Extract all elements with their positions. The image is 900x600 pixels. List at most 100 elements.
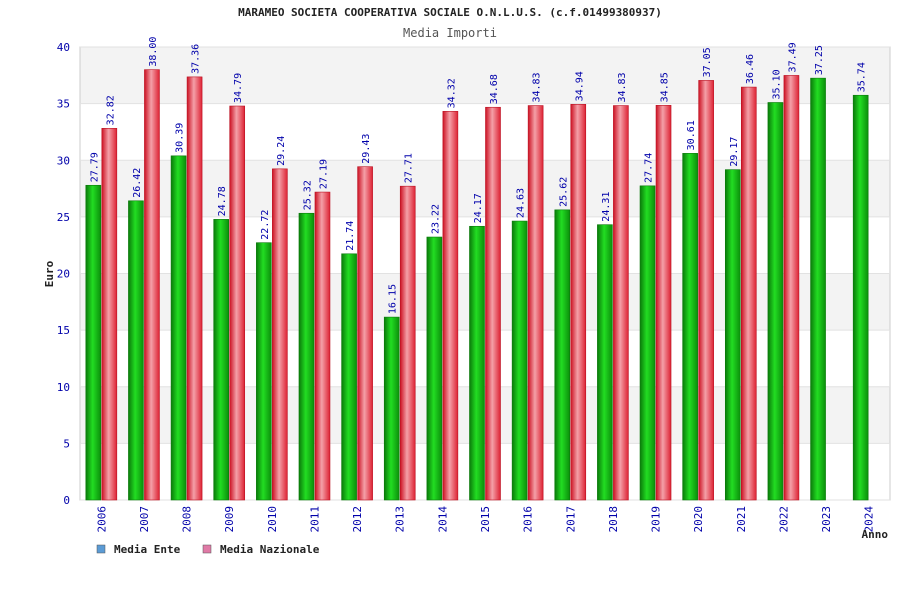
value-label-media-ente: 30.39 [175, 123, 186, 153]
bar-media-ente [639, 185, 656, 501]
value-label-media-ente: 22.72 [260, 210, 271, 240]
y-tick-label: 0 [63, 494, 70, 507]
x-tick-label: 2021 [735, 506, 748, 533]
bar-media-nazionale [698, 80, 714, 501]
x-tick-label: 2024 [863, 506, 876, 533]
bar-media-ente [383, 316, 400, 501]
bar-media-ente [469, 225, 485, 501]
bar-media-nazionale [314, 191, 331, 501]
value-label-media-ente: 30.61 [686, 120, 697, 150]
value-label-media-ente: 24.31 [601, 192, 612, 222]
bar-media-nazionale [485, 106, 501, 501]
value-label-media-nazionale: 34.94 [574, 71, 585, 101]
bar-media-nazionale [527, 105, 544, 501]
value-label-media-ente: 25.62 [558, 177, 569, 207]
y-tick-label: 25 [57, 211, 70, 224]
bar-media-ente [682, 153, 698, 501]
bar-media-nazionale [570, 104, 587, 501]
x-tick-label: 2008 [181, 506, 194, 533]
x-tick-label: 2009 [223, 506, 236, 533]
y-tick-label: 5 [63, 437, 70, 450]
bar-media-nazionale [399, 185, 416, 501]
value-label-media-nazionale: 27.19 [318, 159, 329, 189]
bars [85, 69, 869, 501]
value-label-media-ente: 23.22 [430, 204, 441, 234]
x-tick-label: 2011 [308, 506, 321, 533]
chart-subtitle: Media Importi [403, 26, 497, 40]
bar-media-ente [256, 242, 272, 501]
x-tick-label: 2023 [820, 506, 833, 533]
value-label-media-ente: 37.25 [814, 45, 825, 75]
bar-media-nazionale [442, 111, 459, 501]
x-tick-label: 2010 [266, 506, 279, 533]
bar-media-nazionale [144, 69, 160, 501]
bar-media-ente [724, 169, 741, 501]
x-tick-label: 2014 [436, 506, 449, 533]
value-label-media-ente: 27.79 [89, 152, 100, 182]
x-tick-label: 2022 [777, 506, 790, 533]
y-tick-label: 10 [57, 381, 70, 394]
bar-media-nazionale [357, 166, 373, 501]
x-tick-label: 2016 [522, 506, 535, 533]
value-label-media-nazionale: 29.43 [361, 134, 372, 164]
value-labels: 27.79 32.82 26.42 38.00 30.39 37.36 24.78 34.79… [89, 37, 867, 315]
y-tick-label: 20 [57, 268, 70, 281]
value-label-media-ente: 24.63 [516, 188, 527, 218]
value-label-media-ente: 25.32 [302, 180, 313, 210]
x-tick-label: 2020 [692, 506, 705, 533]
value-label-media-ente: 24.78 [217, 186, 228, 216]
value-label-media-nazionale: 34.83 [532, 72, 543, 102]
bar-media-ente [426, 236, 443, 501]
value-label-media-nazionale: 32.82 [105, 95, 116, 125]
value-label-media-ente: 27.74 [644, 153, 655, 183]
x-axis-label: Anno [862, 528, 889, 541]
value-label-media-nazionale: 36.46 [745, 54, 756, 84]
bar-media-nazionale [613, 105, 629, 501]
value-label-media-nazionale: 27.71 [404, 153, 415, 183]
value-label-media-ente: 16.15 [388, 284, 399, 314]
y-tick-label: 15 [57, 324, 70, 337]
bar-media-nazionale [229, 105, 246, 501]
legend-swatch-nazionale [202, 544, 212, 554]
x-tick-label: 2019 [650, 506, 663, 533]
legend-swatch-ente [96, 544, 106, 554]
bar-media-nazionale [783, 75, 800, 501]
bar-media-ente [511, 220, 528, 501]
value-label-media-nazionale: 34.85 [660, 72, 671, 102]
x-tick-label: 2017 [564, 506, 577, 533]
bar-media-nazionale [272, 168, 288, 501]
x-tick-label: 2015 [479, 506, 492, 533]
y-axis-label: Euro [43, 260, 56, 287]
legend: Media Ente Media Nazionale [96, 543, 320, 556]
legend-label-nazionale: Media Nazionale [220, 543, 320, 556]
y-axis-ticks: 0 5 10 15 20 25 30 35 40 [57, 41, 70, 507]
value-label-media-nazionale: 34.83 [617, 72, 628, 102]
x-axis-ticks: 2006 2007 2008 2009 2010 2011 2012 2013 2014 2015… [95, 506, 875, 533]
x-tick-label: 2012 [351, 506, 364, 533]
x-tick-label: 2013 [394, 506, 407, 533]
bar-media-nazionale [655, 105, 672, 501]
bar-media-ente [852, 94, 869, 501]
bar-media-ente [213, 219, 230, 501]
bar-media-ente [341, 253, 357, 501]
chart-title: MARAMEO SOCIETA COOPERATIVA SOCIALE O.N.… [238, 6, 662, 19]
bar-media-nazionale [740, 86, 757, 501]
value-label-media-ente: 26.42 [132, 168, 143, 198]
x-tick-label: 2007 [138, 506, 151, 533]
value-label-media-nazionale: 34.68 [489, 74, 500, 104]
x-tick-label: 2006 [95, 506, 108, 533]
bar-media-ente [85, 184, 102, 501]
bar-media-ente [170, 155, 187, 501]
bar-media-nazionale [101, 128, 118, 501]
value-label-media-nazionale: 34.32 [446, 78, 457, 108]
value-label-media-nazionale: 38.00 [148, 37, 159, 67]
legend-label-ente: Media Ente [114, 543, 181, 556]
value-label-media-nazionale: 37.36 [191, 44, 202, 74]
value-label-media-nazionale: 34.79 [233, 73, 244, 103]
bar-media-ente [597, 224, 613, 501]
bar-media-ente [554, 209, 571, 501]
value-label-media-nazionale: 37.05 [702, 47, 713, 77]
value-label-media-nazionale: 37.49 [787, 42, 798, 72]
value-label-media-ente: 35.10 [771, 69, 782, 99]
